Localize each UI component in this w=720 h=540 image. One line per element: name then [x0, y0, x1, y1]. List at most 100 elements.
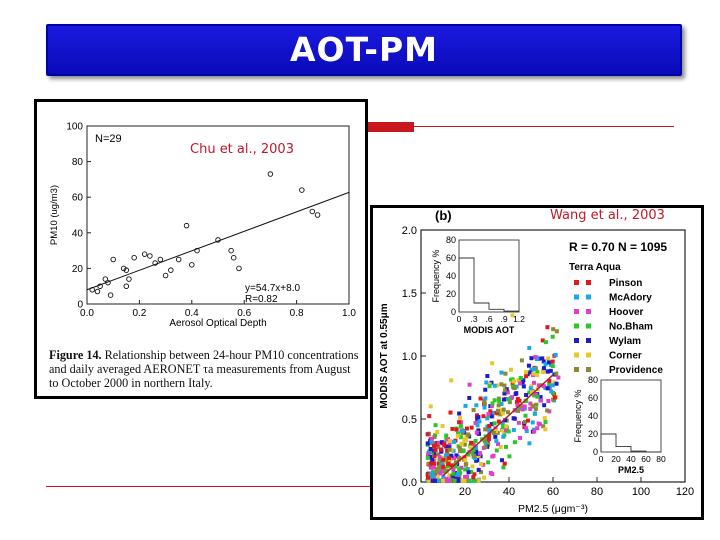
right-data-point: [458, 424, 463, 429]
right-data-point: [445, 464, 450, 469]
right-data-point: [485, 374, 490, 379]
right-data-point: [549, 389, 554, 394]
right-data-point: [443, 459, 448, 464]
right-data-point: [525, 372, 530, 377]
right-data-point: [476, 478, 481, 483]
inset-y-tick-label: 20: [588, 429, 598, 439]
right-data-point: [499, 370, 504, 375]
right-data-point: [466, 433, 471, 438]
right-data-point: [548, 368, 553, 373]
inset-y-tick-label: 0: [593, 447, 598, 457]
legend-label: No.Bham: [609, 322, 653, 333]
right-data-point: [425, 455, 430, 460]
inset-x-label: MODIS AOT: [464, 325, 515, 335]
inset-y-label: Frequency %: [431, 249, 441, 302]
right-scatter-chart: (b) 0 20 40 60 80 100 120 0.0 0.5 1.0 1.5 2.0 R = 0…: [379, 208, 694, 515]
right-data-point: [447, 441, 452, 446]
right-data-point: [543, 340, 548, 345]
right-data-point: [466, 470, 471, 475]
right-data-point: [432, 450, 437, 455]
right-data-point: [436, 461, 441, 466]
right-data-point: [490, 361, 495, 366]
right-data-point: [455, 462, 460, 467]
left-data-point: [314, 212, 321, 218]
right-data-point: [451, 439, 456, 444]
right-data-point: [540, 338, 545, 343]
right-data-point: [494, 383, 499, 388]
right-data-point: [527, 345, 532, 350]
right-data-point: [514, 391, 519, 396]
right-data-point: [504, 444, 509, 449]
right-data-point: [453, 464, 458, 469]
decorative-red-line: [414, 126, 674, 127]
right-data-point: [529, 356, 534, 361]
right-data-point: [511, 379, 516, 384]
right-data-point: [519, 358, 524, 363]
right-data-point: [516, 378, 521, 383]
right-fit-line: [442, 374, 554, 477]
right-x-tick-label: 60: [547, 486, 559, 498]
right-data-point: [444, 476, 449, 481]
left-fit-r: R=0.82: [245, 294, 278, 305]
right-data-point: [545, 408, 550, 413]
right-data-point: [547, 378, 552, 383]
left-data-point: [126, 276, 132, 282]
right-data-point: [451, 448, 456, 453]
right-data-point: [496, 396, 501, 401]
left-y-tick-label: 40: [72, 228, 84, 239]
right-data-point: [522, 404, 527, 409]
right-chart-panel: (b) 0 20 40 60 80 100 120 0.0 0.5 1.0 1.5 2.0 R = 0…: [370, 205, 704, 520]
right-data-point: [456, 478, 461, 483]
right-data-point: [508, 367, 513, 372]
left-data-point: [168, 267, 174, 273]
right-data-point: [494, 439, 499, 444]
right-data-point: [502, 461, 507, 466]
right-data-point: [469, 425, 474, 430]
right-data-point: [444, 457, 449, 462]
right-data-point: [444, 433, 449, 438]
left-x-tick-label: 0.0: [80, 308, 94, 319]
right-data-point: [530, 404, 535, 409]
right-data-point: [483, 396, 488, 401]
inset-x-tick-label: 40: [626, 454, 636, 464]
right-data-point: [550, 364, 555, 369]
right-data-point: [501, 407, 506, 412]
legend-swatch-terra: [574, 280, 579, 285]
legend-swatch-terra: [574, 309, 579, 314]
right-data-point: [514, 400, 519, 405]
right-data-point: [434, 467, 439, 472]
right-data-point: [505, 390, 510, 395]
right-data-point: [438, 478, 443, 483]
right-data-point: [523, 419, 528, 424]
inset-y-tick-label: 20: [446, 289, 456, 299]
legend-swatch-terra: [574, 352, 579, 358]
right-data-point: [445, 437, 450, 442]
right-data-point: [545, 325, 550, 330]
right-data-point: [428, 440, 433, 445]
legend-title: Terra Aqua: [569, 262, 621, 273]
right-x-tick-label: 120: [676, 486, 694, 498]
right-data-point: [457, 467, 462, 472]
left-y-tick-label: 80: [72, 157, 84, 168]
right-data-point: [543, 427, 548, 432]
right-data-point: [486, 436, 491, 441]
right-data-point: [541, 384, 546, 389]
inset-y-tick-label: 40: [446, 271, 456, 281]
right-data-point: [432, 435, 437, 440]
right-data-point: [441, 474, 446, 479]
inset-x-tick-label: 1.2: [513, 314, 525, 324]
right-data-point: [488, 470, 493, 475]
right-data-point: [512, 386, 517, 391]
right-data-point: [478, 396, 483, 401]
left-y-tick-label: 100: [66, 122, 83, 133]
right-data-point: [447, 473, 452, 478]
right-data-point: [463, 474, 468, 479]
left-data-point: [299, 187, 305, 193]
right-data-point: [542, 403, 547, 408]
right-data-point: [541, 424, 546, 429]
right-data-point: [490, 401, 495, 406]
legend-label: Pinson: [609, 278, 642, 289]
right-data-point: [428, 404, 433, 409]
right-data-point: [463, 403, 468, 408]
left-data-point: [107, 292, 114, 298]
